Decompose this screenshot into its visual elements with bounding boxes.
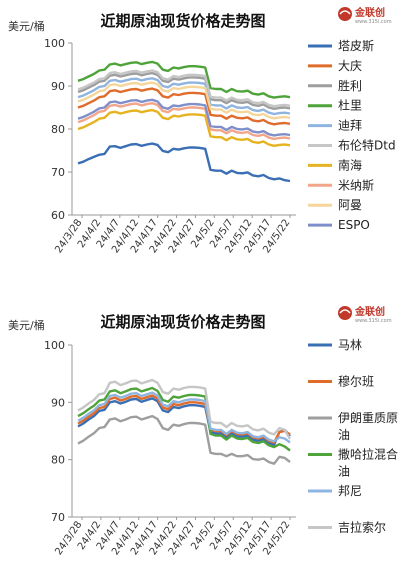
logo-text: 金联创 xyxy=(354,6,385,19)
series-line-8 xyxy=(77,101,291,141)
legend-label: 杜里 xyxy=(338,98,362,113)
x-tick-label: 24/3/28 xyxy=(53,519,84,557)
legend-label: ESPO xyxy=(338,218,370,232)
legend-label: 米纳斯 xyxy=(338,178,374,192)
y-axis-unit: 美元/桶 xyxy=(8,19,45,33)
y-tick-label: 80 xyxy=(51,454,65,467)
legend-label: 马林 xyxy=(338,338,362,352)
legend-label: 穆尔班 xyxy=(338,374,374,389)
y-tick-label: 70 xyxy=(51,511,65,524)
series-line-4 xyxy=(77,386,291,452)
legend-label: 邦尼 xyxy=(338,484,362,498)
legend-label: 阿曼 xyxy=(338,198,362,212)
series-line-6 xyxy=(77,378,292,440)
logo-url: www.315i.com xyxy=(355,19,392,25)
legend-label: 布伦特Dtd xyxy=(338,138,396,153)
legend-label: 伊朗重质原油 xyxy=(338,411,398,442)
y-tick-label: 90 xyxy=(51,80,65,93)
chart-title: 近期原油现货价格走势图 xyxy=(100,313,265,331)
y-tick-label: 80 xyxy=(51,123,65,136)
logo-icon xyxy=(338,7,352,21)
x-tick-label: 24/3/28 xyxy=(53,217,84,255)
series-line-2 xyxy=(77,87,291,126)
legend-label: 南海 xyxy=(338,157,362,172)
series-line-3 xyxy=(77,414,291,465)
series-line-1 xyxy=(77,142,291,183)
legend-label: 胜利 xyxy=(338,78,362,93)
y-axis-unit: 美元/桶 xyxy=(8,318,45,332)
series-line-6 xyxy=(77,69,291,108)
logo-text: 金联创 xyxy=(354,305,385,318)
logo-url: www.315i.com xyxy=(355,318,392,324)
series-line-3 xyxy=(77,71,291,111)
logo-swoosh xyxy=(339,10,351,15)
legend-label: 大庆 xyxy=(338,59,362,73)
legend-label: 吉拉索尔 xyxy=(338,520,386,535)
logo-icon xyxy=(338,306,352,320)
legend-label: 塔皮斯 xyxy=(338,39,374,53)
y-tick-label: 60 xyxy=(51,209,65,222)
y-tick-label: 100 xyxy=(44,37,65,50)
y-tick-label: 70 xyxy=(51,166,65,179)
legend-label: 迪拜 xyxy=(338,119,362,133)
series-line-7 xyxy=(77,108,291,148)
chart-title: 近期原油现货价格走势图 xyxy=(100,12,265,30)
logo-swoosh xyxy=(339,309,351,314)
series-line-5 xyxy=(77,391,291,444)
series-line-9 xyxy=(77,81,291,120)
legend-label: 撒哈拉混合油 xyxy=(338,447,398,479)
series-line-4 xyxy=(77,60,291,99)
series-line-1 xyxy=(77,397,291,446)
series-line-10 xyxy=(77,98,291,137)
y-tick-label: 100 xyxy=(44,339,65,352)
y-tick-label: 90 xyxy=(51,396,65,409)
series-line-5 xyxy=(77,77,291,116)
